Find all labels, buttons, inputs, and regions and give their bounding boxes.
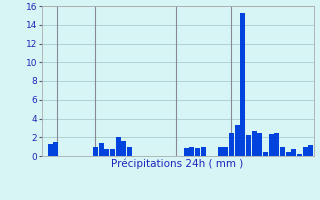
Bar xyxy=(280,147,285,156)
Bar xyxy=(297,154,302,156)
Bar xyxy=(240,13,245,156)
Bar xyxy=(93,147,98,156)
Bar xyxy=(308,145,313,156)
Bar xyxy=(274,133,279,156)
Bar xyxy=(291,149,296,156)
Bar xyxy=(229,133,234,156)
Bar xyxy=(110,148,115,156)
Bar xyxy=(189,147,194,156)
Bar xyxy=(263,152,268,156)
Bar xyxy=(285,152,291,156)
Bar xyxy=(201,147,206,156)
Bar xyxy=(218,147,223,156)
Bar xyxy=(235,125,240,156)
Bar xyxy=(257,133,262,156)
Bar xyxy=(268,134,274,156)
Bar xyxy=(53,142,58,156)
Bar xyxy=(302,147,308,156)
X-axis label: Précipitations 24h ( mm ): Précipitations 24h ( mm ) xyxy=(111,159,244,169)
Bar xyxy=(116,137,121,156)
Bar xyxy=(121,141,126,156)
Bar xyxy=(127,147,132,156)
Bar xyxy=(195,148,200,156)
Bar xyxy=(99,143,104,156)
Bar xyxy=(184,148,189,156)
Bar xyxy=(252,131,257,156)
Bar xyxy=(104,149,109,156)
Bar xyxy=(223,147,228,156)
Bar xyxy=(48,144,53,156)
Bar xyxy=(246,135,251,156)
